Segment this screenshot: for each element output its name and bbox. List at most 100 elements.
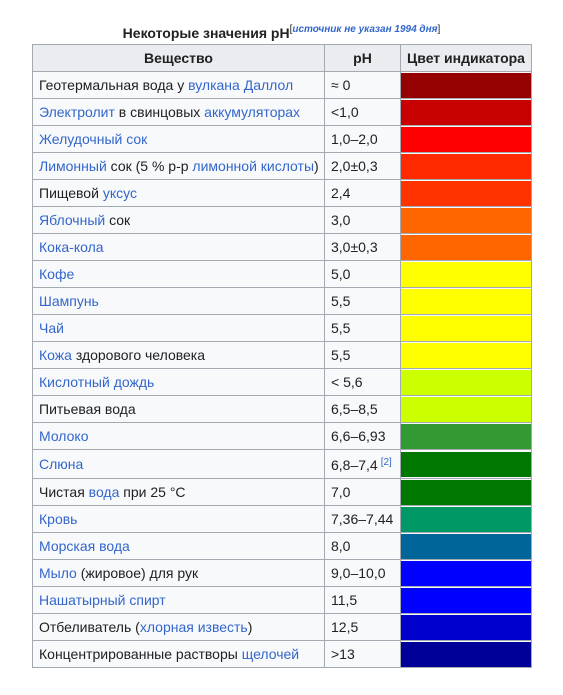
indicator-color-swatch bbox=[401, 533, 531, 559]
ph-cell: 3,0±0,3 bbox=[324, 233, 401, 261]
indicator-color-swatch bbox=[401, 614, 531, 640]
substance-link[interactable]: Чай bbox=[39, 320, 64, 336]
substance-link[interactable]: аккумуляторах bbox=[204, 104, 301, 120]
indicator-color-swatch bbox=[401, 207, 531, 233]
ph-value: 3,0 bbox=[331, 212, 351, 228]
substance-link[interactable]: Мыло bbox=[39, 565, 77, 581]
ph-cell: 2,0±0,3 bbox=[324, 152, 401, 180]
table-row: Желудочный сок 1,0–2,0 bbox=[32, 125, 532, 153]
ph-value: 2,0±0,3 bbox=[331, 158, 378, 174]
ph-value: 12,5 bbox=[331, 619, 359, 635]
indicator-color-swatch bbox=[401, 153, 531, 179]
table-row: Яблочный сок 3,0 bbox=[32, 206, 532, 234]
indicator-color-swatch bbox=[401, 560, 531, 586]
substance-text: сок (5 % р-р bbox=[106, 158, 193, 174]
substance-link[interactable]: Кислотный дождь bbox=[39, 374, 155, 390]
substance-link[interactable]: вулкана Даллол bbox=[188, 77, 294, 93]
ph-value: 8,0 bbox=[331, 538, 351, 554]
substance-text: ) bbox=[247, 619, 253, 635]
ph-cell: >13 bbox=[324, 640, 401, 668]
substance-link[interactable]: Нашатырный спирт bbox=[39, 592, 166, 608]
column-header-ph[interactable]: pH bbox=[324, 44, 401, 72]
substance-cell: Пищевой уксус bbox=[32, 179, 325, 207]
substance-cell: Желудочный сок bbox=[32, 125, 325, 153]
ph-cell: 6,6–6,93 bbox=[324, 422, 401, 450]
caption-title: Некоторые значения pH bbox=[122, 25, 290, 41]
table-row: Кровь 7,36–7,44 bbox=[32, 505, 532, 533]
substance-link[interactable]: лимонной кислоты bbox=[192, 158, 315, 174]
ph-cell: 5,5 bbox=[324, 314, 401, 342]
substance-link[interactable]: Молоко bbox=[39, 428, 89, 444]
substance-cell: Яблочный сок bbox=[32, 206, 325, 234]
ph-value: 5,5 bbox=[331, 347, 351, 363]
substance-text: при 25 °C bbox=[119, 484, 186, 500]
ph-cell: 2,4 bbox=[324, 179, 401, 207]
table-row: Нашатырный спирт 11,5 bbox=[32, 586, 532, 614]
table-row: Отбеливатель (хлорная известь) 12,5 bbox=[32, 613, 532, 641]
substance-link[interactable]: хлорная известь bbox=[139, 619, 248, 635]
indicator-color-cell bbox=[400, 98, 532, 126]
indicator-color-swatch bbox=[401, 587, 531, 613]
indicator-color-cell bbox=[400, 287, 532, 315]
table-header-row: Вещество pH Цвет индикатора bbox=[32, 44, 532, 72]
ph-value: 9,0–10,0 bbox=[331, 565, 386, 581]
indicator-color-swatch bbox=[401, 479, 531, 505]
substance-link[interactable]: Яблочный bbox=[39, 212, 106, 228]
column-header-substance[interactable]: Вещество bbox=[32, 44, 325, 72]
ph-cell: 6,8–7,4 [2] bbox=[324, 449, 401, 479]
substance-link[interactable]: Шампунь bbox=[39, 293, 99, 309]
table-row: Кожа здорового человека 5,5 bbox=[32, 341, 532, 369]
substance-link[interactable]: Кофе bbox=[39, 266, 75, 282]
substance-cell: Геотермальная вода у вулкана Даллол bbox=[32, 71, 325, 99]
substance-link[interactable]: Лимонный bbox=[39, 158, 107, 174]
ph-value: >13 bbox=[331, 646, 355, 662]
ph-value: ≈ 0 bbox=[331, 77, 351, 93]
substance-text: ) bbox=[314, 158, 319, 174]
substance-link[interactable]: Электролит bbox=[39, 104, 115, 120]
substance-link[interactable]: Кожа bbox=[39, 347, 72, 363]
citation-needed-link[interactable]: источник не указан 1994 дня bbox=[292, 24, 438, 35]
substance-text: Питьевая вода bbox=[39, 401, 136, 417]
substance-link[interactable]: Желудочный сок bbox=[39, 131, 148, 147]
ph-cell: <1,0 bbox=[324, 98, 401, 126]
table-row: Чистая вода при 25 °C 7,0 bbox=[32, 478, 532, 506]
column-header-indicator-color[interactable]: Цвет индикатора bbox=[400, 44, 532, 72]
ph-cell: ≈ 0 bbox=[324, 71, 401, 99]
table-row: Электролит в свинцовых аккумуляторах <1,0 bbox=[32, 98, 532, 126]
substance-link[interactable]: Кровь bbox=[39, 511, 78, 527]
citation-needed-note[interactable]: [источник не указан 1994 дня] bbox=[289, 24, 441, 35]
ph-value: 6,6–6,93 bbox=[331, 428, 386, 444]
substance-text: здорового человека bbox=[71, 347, 206, 363]
substance-link[interactable]: вода bbox=[88, 484, 120, 500]
ph-value: 2,4 bbox=[331, 185, 351, 201]
indicator-color-cell bbox=[400, 314, 532, 342]
substance-cell: Нашатырный спирт bbox=[32, 586, 325, 614]
table-row: Пищевой уксус 2,4 bbox=[32, 179, 532, 207]
substance-cell: Молоко bbox=[32, 422, 325, 450]
indicator-color-cell bbox=[400, 532, 532, 560]
substance-link[interactable]: щелочей bbox=[241, 646, 300, 662]
table-row: Геотермальная вода у вулкана Даллол ≈ 0 bbox=[32, 71, 532, 99]
substance-text: Пищевой bbox=[39, 185, 103, 201]
substance-text: в свинцовых bbox=[114, 104, 205, 120]
ph-value: <1,0 bbox=[331, 104, 359, 120]
substance-link[interactable]: Морская вода bbox=[39, 538, 130, 554]
substance-cell: Мыло (жировое) для рук bbox=[32, 559, 325, 587]
indicator-color-cell bbox=[400, 395, 532, 423]
substance-link[interactable]: уксус bbox=[102, 185, 137, 201]
ph-cell: 1,0–2,0 bbox=[324, 125, 401, 153]
ph-cell: 5,5 bbox=[324, 287, 401, 315]
indicator-color-swatch bbox=[401, 369, 531, 395]
ph-value: < 5,6 bbox=[331, 374, 363, 390]
substance-cell: Чистая вода при 25 °C bbox=[32, 478, 325, 506]
indicator-color-swatch bbox=[401, 234, 531, 260]
reference-link[interactable]: [2] bbox=[380, 457, 392, 468]
substance-link[interactable]: Слюна bbox=[39, 456, 84, 472]
indicator-color-swatch bbox=[401, 396, 531, 422]
indicator-color-cell bbox=[400, 152, 532, 180]
substance-link[interactable]: Кока-кола bbox=[39, 239, 104, 255]
substance-text: Концентрированные растворы bbox=[39, 646, 242, 662]
substance-cell: Лимонный сок (5 % р-р лимонной кислоты) bbox=[32, 152, 325, 180]
ph-value: 6,5–8,5 bbox=[331, 401, 378, 417]
ph-cell: 5,5 bbox=[324, 341, 401, 369]
